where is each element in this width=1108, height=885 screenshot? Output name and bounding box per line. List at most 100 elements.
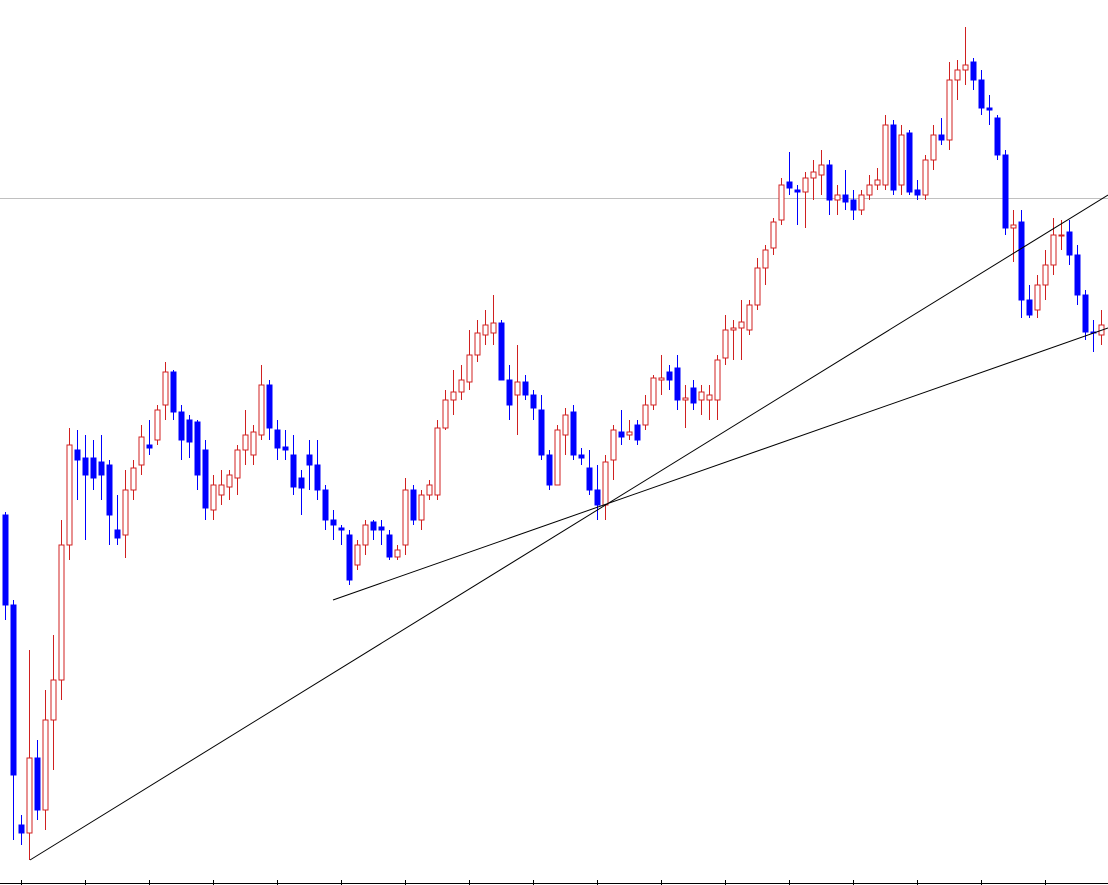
candle-body (458, 379, 465, 393)
candle-body (850, 199, 857, 211)
candle-body (610, 429, 617, 461)
candle-body (298, 477, 305, 489)
candle-body (26, 757, 33, 834)
candle-body (986, 107, 993, 111)
candle-body (914, 189, 921, 196)
candle-body (362, 524, 369, 546)
candle-body (1018, 221, 1025, 301)
candle-body (330, 519, 337, 526)
candle-body (746, 304, 753, 331)
candle-body (1074, 254, 1081, 296)
candle-body (242, 434, 249, 451)
candle-body (194, 421, 201, 476)
candle-body (970, 61, 977, 81)
candle-body (90, 457, 97, 479)
candle-body (930, 134, 937, 161)
candle-body (410, 489, 417, 521)
candle-body (18, 824, 25, 834)
candle-body (730, 327, 737, 331)
candle-body (42, 719, 49, 811)
candle-body (74, 449, 81, 461)
candle-body (162, 371, 169, 406)
candle-body (394, 549, 401, 558)
candle-body (226, 474, 233, 488)
candle-body (1026, 299, 1033, 316)
candle-body (858, 194, 865, 211)
candle-body (1010, 224, 1017, 229)
candle-body (682, 397, 689, 401)
candle-body (834, 194, 841, 201)
candle-body (442, 399, 449, 429)
candle-body (266, 384, 273, 429)
candle-body (938, 134, 945, 141)
candle-body (506, 379, 513, 406)
candle-body (322, 489, 329, 521)
candle-body (946, 79, 953, 141)
candle-body (1082, 294, 1089, 333)
candle-body (530, 394, 537, 409)
candle-body (282, 446, 289, 451)
candle-body (98, 461, 105, 476)
candle-body (274, 429, 281, 449)
candle-body (178, 411, 185, 441)
candle-body (882, 124, 889, 186)
candle-body (722, 329, 729, 359)
candle-body (426, 484, 433, 496)
candle-body (450, 391, 457, 401)
candle-body (698, 391, 705, 401)
candle-body (378, 526, 385, 531)
candle-body (210, 484, 217, 511)
candle-body (106, 464, 113, 516)
candle-body (674, 367, 681, 401)
candle-body (778, 184, 785, 221)
candle-body (874, 179, 881, 186)
candle-body (34, 757, 41, 811)
trend-line (29, 194, 1108, 861)
candle-body (642, 404, 649, 426)
candle-body (122, 489, 129, 536)
candle-body (1042, 264, 1049, 286)
candle-body (138, 436, 145, 466)
candle-body (922, 159, 929, 196)
candle-body (586, 467, 593, 491)
candle-body (762, 249, 769, 269)
candle-body (514, 381, 521, 396)
candle-body (1058, 234, 1065, 237)
candle-body (2, 514, 9, 606)
candle-body (546, 454, 553, 486)
candle-body (1034, 284, 1041, 311)
candle-body (866, 184, 873, 196)
candle-body (154, 409, 161, 441)
candle-body (58, 544, 65, 681)
candle-body (402, 489, 409, 546)
candle-body (346, 534, 353, 581)
candle-body (290, 454, 297, 488)
candle-body (82, 457, 89, 476)
candle-body (978, 79, 985, 109)
candle-body (818, 164, 825, 176)
candle-body (498, 322, 505, 381)
candle-body (754, 267, 761, 306)
candle-body (386, 534, 393, 558)
candle-body (474, 332, 481, 356)
candle-body (10, 604, 17, 776)
candle-body (650, 377, 657, 406)
candle-body (634, 424, 641, 441)
candle-body (114, 529, 121, 539)
candle-body (626, 431, 633, 436)
candle-body (250, 431, 257, 456)
candle-body (130, 467, 137, 491)
candle-body (802, 177, 809, 193)
candle-body (890, 124, 897, 191)
candle-body (482, 324, 489, 336)
candle-body (810, 171, 817, 179)
candle-body (618, 431, 625, 438)
candle-body (706, 394, 713, 401)
x-axis (0, 880, 1108, 885)
candle-body (202, 449, 209, 509)
candle-body (186, 419, 193, 443)
candle-body (770, 221, 777, 249)
candle-body (66, 444, 73, 546)
candle-body (146, 444, 153, 449)
